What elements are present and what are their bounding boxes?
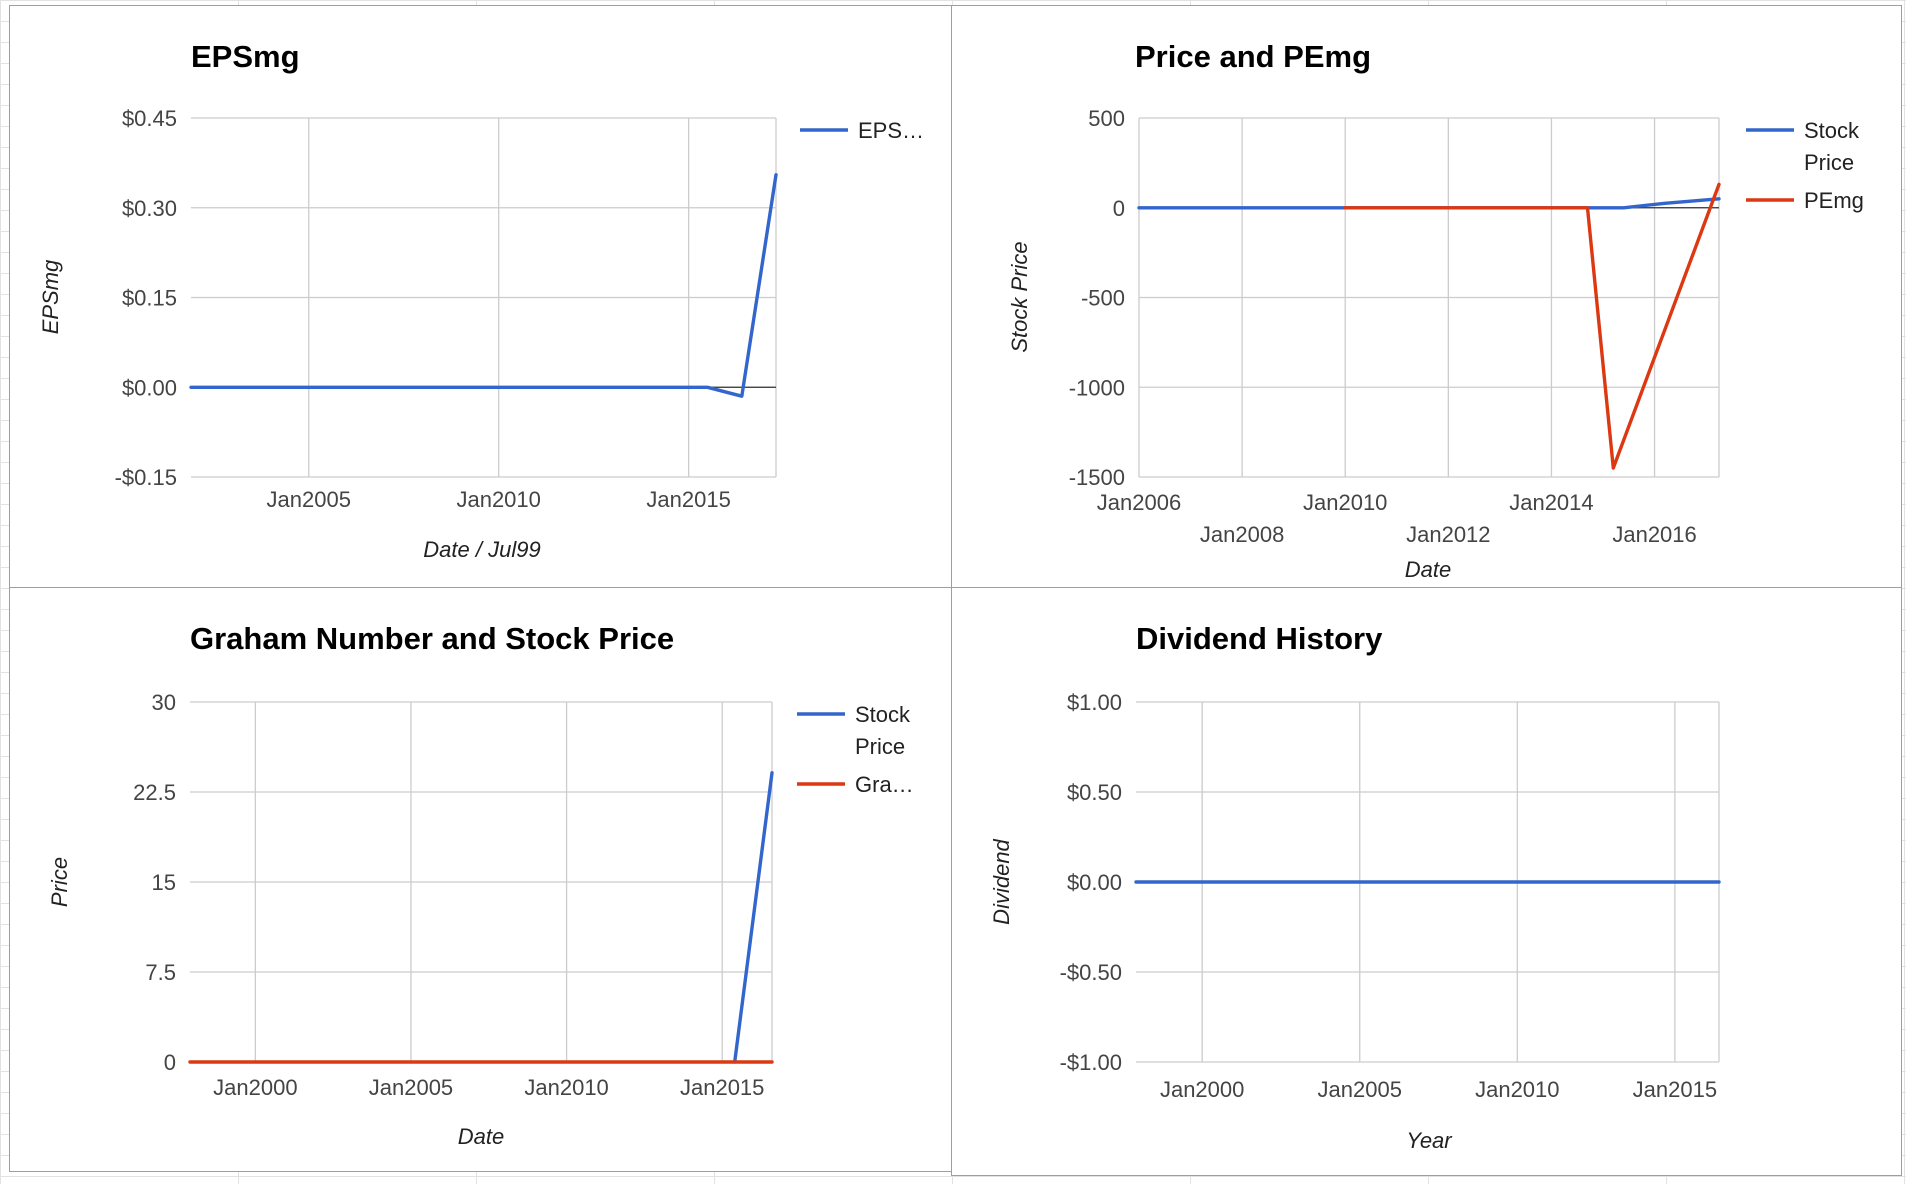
x-tick-label: Jan2010 (456, 487, 540, 512)
x-axis-title: Date / Jul99 (423, 537, 540, 562)
x-tick-label: Jan2016 (1612, 522, 1696, 547)
y-tick-label: -$0.50 (1060, 960, 1122, 985)
y-tick-label: $0.00 (122, 375, 177, 400)
y-tick-label: $0.45 (122, 106, 177, 131)
graham-number-chart-panel[interactable]: Graham Number and Stock Price 30 22.5 15 7.5… (9, 587, 952, 1172)
dividend-history-chart: Dividend History $1.00 $0.50 $0.00 -$0.50 -$1… (989, 621, 1721, 1153)
y-tick-label: -1000 (1069, 375, 1125, 400)
y-tick-label: 0 (164, 1050, 176, 1075)
x-tick-label: Jan2015 (1633, 1077, 1717, 1102)
chart-title: Dividend History (1136, 621, 1383, 656)
series-line-0 (189, 173, 778, 398)
chart-title: Graham Number and Stock Price (190, 621, 674, 656)
x-tick-label: Jan2005 (1318, 1077, 1402, 1102)
chart-title: Price and PEmg (1135, 39, 1371, 74)
y-tick-label: 0 (1113, 196, 1125, 221)
x-tick-label: Jan2006 (1097, 490, 1181, 515)
y-tick-label: -$1.00 (1060, 1050, 1122, 1075)
y-tick-label: $0.50 (1067, 780, 1122, 805)
x-axis-title: Year (1406, 1128, 1453, 1153)
y-tick-label: -1500 (1069, 465, 1125, 490)
x-axis-title: Date (458, 1124, 504, 1149)
legend-label-0: Stock Price (855, 702, 911, 759)
x-tick-label: Jan2015 (646, 487, 730, 512)
x-tick-label: Jan2010 (1303, 490, 1387, 515)
x-tick-label: Jan2015 (680, 1075, 764, 1100)
y-tick-label: $0.00 (1067, 870, 1122, 895)
y-tick-label: 500 (1088, 106, 1125, 131)
x-axis-title: Date (1405, 557, 1451, 582)
y-tick-label: $0.15 (122, 286, 177, 311)
x-tick-label: Jan2014 (1509, 490, 1593, 515)
y-axis-title: Stock Price (1007, 241, 1032, 352)
epsmg-chart: EPSmg $0.45 $0.30 $0.15 $0.00 -$0.15 Jan2005 Ja… (38, 39, 924, 562)
x-tick-label: Jan2005 (267, 487, 351, 512)
y-axis-title: EPSmg (38, 259, 63, 334)
series-line-0 (733, 771, 774, 1064)
x-tick-label: Jan2012 (1406, 522, 1490, 547)
y-axis-title: Dividend (989, 838, 1014, 924)
epsmg-chart-panel[interactable]: EPSmg $0.45 $0.30 $0.15 $0.00 -$0.15 Jan2005 Ja… (9, 5, 952, 588)
dividend-history-chart-panel[interactable]: Dividend History $1.00 $0.50 $0.00 -$0.50 -$1… (951, 587, 1902, 1176)
series-line-1 (1343, 182, 1721, 470)
x-tick-label: Jan2005 (369, 1075, 453, 1100)
x-tick-label: Jan2000 (1160, 1077, 1244, 1102)
y-tick-label: 30 (152, 690, 176, 715)
y-tick-label: $1.00 (1067, 690, 1122, 715)
x-tick-label: Jan2000 (213, 1075, 297, 1100)
x-tick-label: Jan2010 (1475, 1077, 1559, 1102)
y-tick-label: -500 (1081, 286, 1125, 311)
x-tick-label: Jan2010 (524, 1075, 608, 1100)
y-tick-label: $0.30 (122, 196, 177, 221)
price-and-pemg-chart-panel[interactable]: Price and PEmg 500 0 -500 -1000 -1500 Jan2006 J… (951, 5, 1902, 588)
graham-number-chart: Graham Number and Stock Price 30 22.5 15 7.5… (47, 621, 914, 1149)
y-axis-title: Price (47, 857, 72, 907)
legend-label-1: PEmg (1804, 188, 1864, 213)
legend-label-0: Stock Price (1804, 118, 1860, 175)
chart-title: EPSmg (191, 39, 300, 74)
legend-label-1: Gra… (855, 772, 914, 797)
y-tick-label: 15 (152, 870, 176, 895)
x-tick-label: Jan2008 (1200, 522, 1284, 547)
y-tick-label: 22.5 (133, 780, 176, 805)
y-tick-label: 7.5 (145, 960, 176, 985)
legend-label-0: EPS… (858, 118, 924, 143)
y-tick-label: -$0.15 (115, 465, 177, 490)
